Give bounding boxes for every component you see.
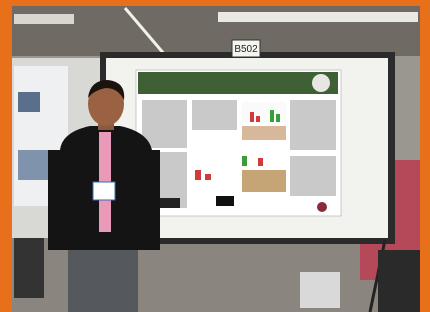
photo: B502 — [0, 0, 430, 312]
sign-label: B502 — [234, 44, 258, 55]
chair — [378, 250, 420, 312]
poster-header — [138, 72, 338, 94]
ceiling-light — [14, 14, 74, 24]
background-person — [14, 238, 44, 298]
bag — [300, 272, 340, 308]
left-poster-figure — [18, 92, 40, 112]
poster-logo — [312, 74, 330, 92]
ceiling-light — [218, 12, 418, 22]
page: B502 (() => { const data = JSON.pa — [0, 0, 430, 312]
